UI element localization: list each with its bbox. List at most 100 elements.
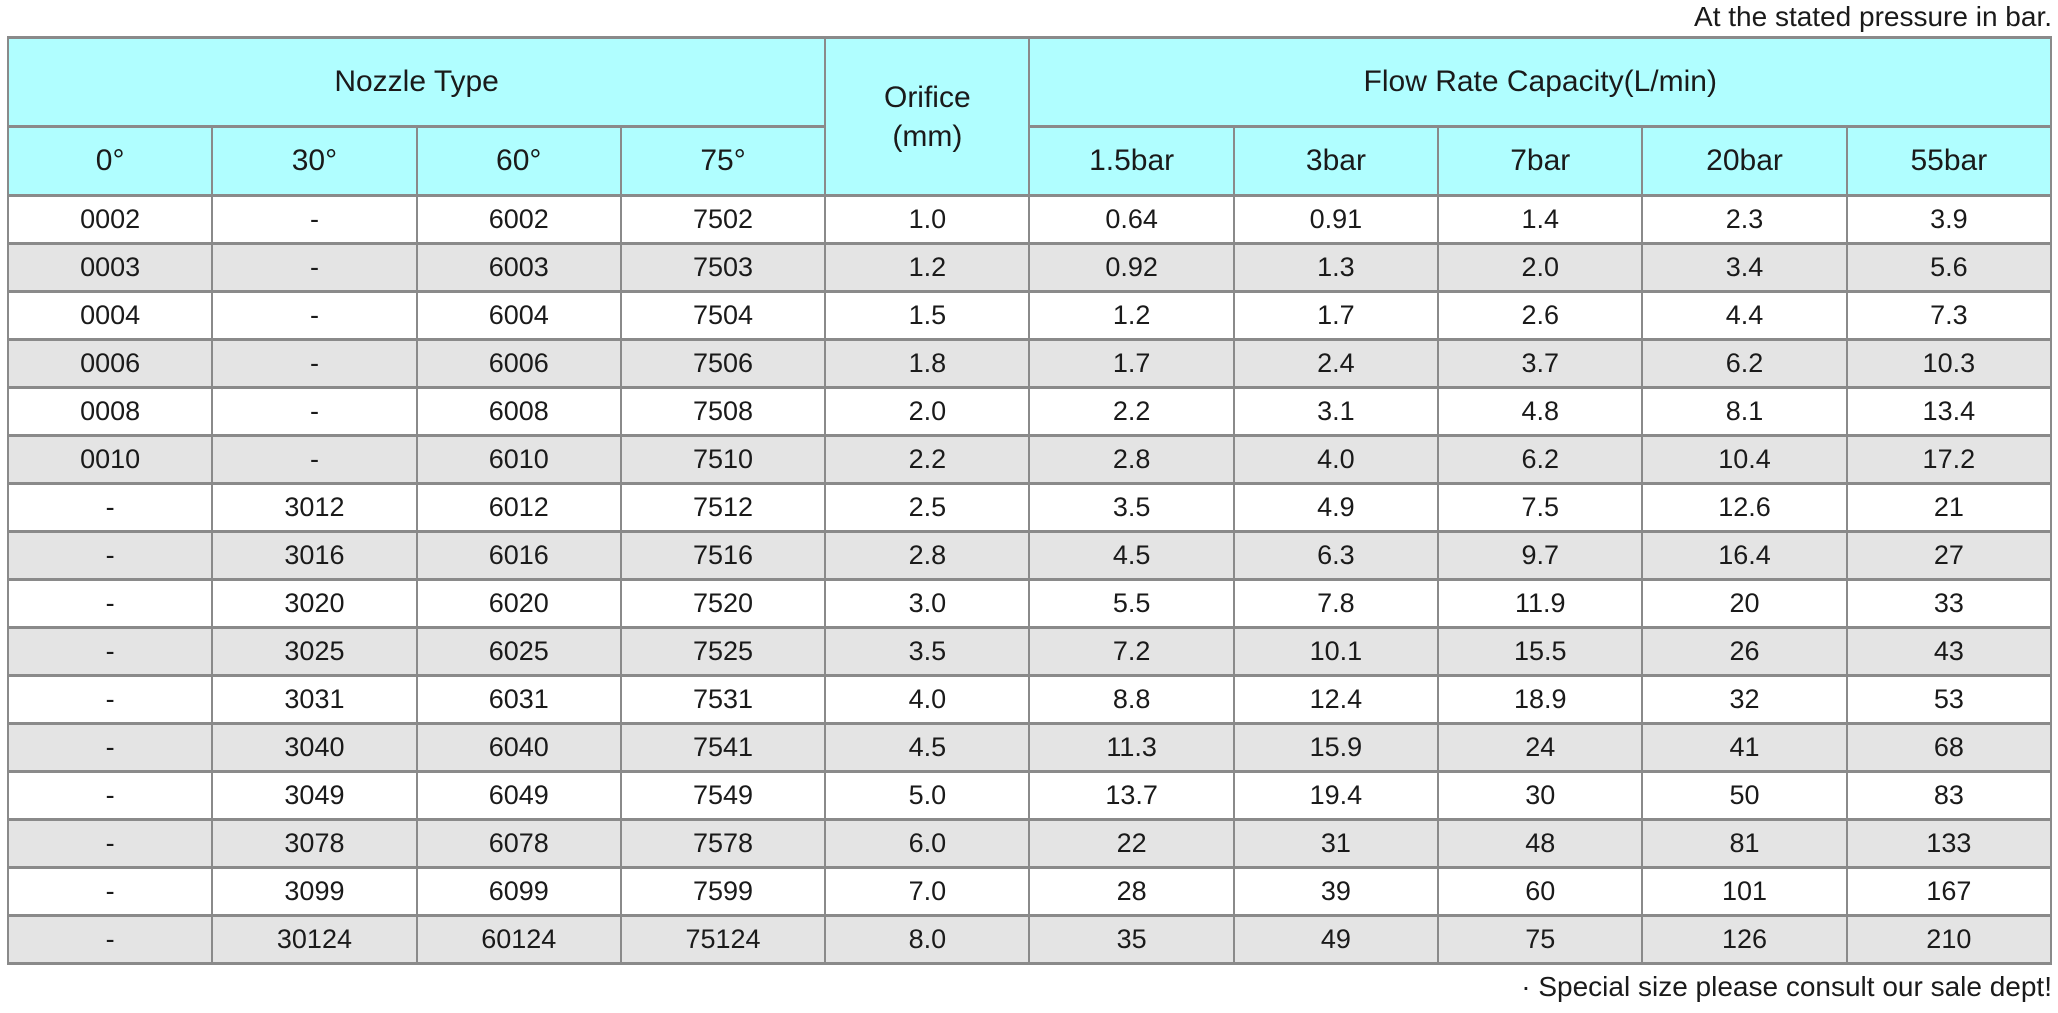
header-pressure-20bar: 20bar	[1641, 125, 1848, 197]
table-cell: 7504	[619, 290, 827, 341]
table-cell: 1.7	[1028, 338, 1235, 389]
table-body: 0002-6002 7502 1.0 0.64 0.91 1.4 2.3 3.9 0003-60…	[6, 194, 2053, 965]
table-row: -3025 6025 7525 3.5 7.2 10.1 15.5 26 43	[6, 626, 2053, 677]
table-row: 0008-6008 7508 2.0 2.2 3.1 4.8 8.1 13.4	[6, 386, 2053, 437]
table-cell: 3.1	[1232, 386, 1440, 437]
table-cell: -	[6, 578, 214, 629]
table-cell: 6003	[415, 242, 622, 293]
table-cell: 133	[1845, 818, 2053, 869]
table-cell: 2.3	[1641, 194, 1848, 245]
header-pressure-3bar: 3bar	[1232, 125, 1440, 197]
table-cell: 11.3	[1028, 722, 1235, 773]
table-cell: 10.3	[1845, 338, 2053, 389]
table-cell: 7508	[619, 386, 827, 437]
table-cell: 6.3	[1232, 530, 1440, 581]
table-cell: 1.7	[1232, 290, 1440, 341]
table-cell: 6016	[415, 530, 622, 581]
table-cell: 101	[1641, 866, 1848, 917]
table-cell: -	[211, 242, 418, 293]
table-cell: 6078	[415, 818, 622, 869]
table-cell: 43	[1845, 626, 2053, 677]
table-cell: 0006	[6, 338, 214, 389]
header-pressure-7bar: 7bar	[1437, 125, 1644, 197]
table-row: 0003-6003 7503 1.2 0.92 1.3 2.0 3.4 5.6	[6, 242, 2053, 293]
table-cell: 2.8	[1028, 434, 1235, 485]
header-orifice-mm: Orifice (mm)	[824, 36, 1031, 197]
table-row: -3040 6040 7541 4.5 11.3 15.9 24 41 68	[6, 722, 2053, 773]
header-angle-75deg: 75°	[619, 125, 827, 197]
table-cell: 68	[1845, 722, 2053, 773]
table-cell: 6020	[415, 578, 622, 629]
table-cell: 3099	[211, 866, 418, 917]
table-cell: 35	[1028, 914, 1235, 965]
table-cell: 3.0	[824, 578, 1031, 629]
table-cell: 1.2	[1028, 290, 1235, 341]
table-cell: 0003	[6, 242, 214, 293]
table-cell: 1.2	[824, 242, 1031, 293]
table-row: -3012 6012 7512 2.5 3.5 4.9 7.5 12.6 21	[6, 482, 2053, 533]
table-cell: 3.5	[824, 626, 1031, 677]
table-cell: 4.5	[824, 722, 1031, 773]
table-cell: 17.2	[1845, 434, 2053, 485]
table-cell: 3078	[211, 818, 418, 869]
table-cell: 6.2	[1437, 434, 1644, 485]
table-cell: 7549	[619, 770, 827, 821]
table-cell: 1.4	[1437, 194, 1644, 245]
table-cell: -	[6, 914, 214, 965]
table-cell: 3.5	[1028, 482, 1235, 533]
table-row: -3099 6099 7599 7.0 28 39 60 101 167	[6, 866, 2053, 917]
header-angle-0deg: 0°	[6, 125, 214, 197]
header-angle-30deg: 30°	[211, 125, 418, 197]
table-cell: -	[211, 386, 418, 437]
table-cell: 7578	[619, 818, 827, 869]
table-cell: -	[6, 530, 214, 581]
table-cell: 7506	[619, 338, 827, 389]
table-cell: 0008	[6, 386, 214, 437]
table-cell: -	[6, 866, 214, 917]
header-pressure-55bar: 55bar	[1845, 125, 2053, 197]
table-cell: 5.5	[1028, 578, 1235, 629]
table-cell: 20	[1641, 578, 1848, 629]
table-cell: 33	[1845, 578, 2053, 629]
table-cell: 39	[1232, 866, 1440, 917]
table-cell: 7.2	[1028, 626, 1235, 677]
table-cell: 3.4	[1641, 242, 1848, 293]
table-cell: 167	[1845, 866, 2053, 917]
table-cell: 7.5	[1437, 482, 1644, 533]
table-cell: 7510	[619, 434, 827, 485]
table-cell: -	[6, 674, 214, 725]
table-row: 0002-6002 7502 1.0 0.64 0.91 1.4 2.3 3.9	[6, 194, 2053, 245]
table-cell: 75	[1437, 914, 1644, 965]
table-cell: 41	[1641, 722, 1848, 773]
table-cell: 6006	[415, 338, 622, 389]
table-cell: 2.8	[824, 530, 1031, 581]
table-cell: 50	[1641, 770, 1848, 821]
table-cell: 28	[1028, 866, 1235, 917]
table-header: Nozzle Type Orifice (mm) Flow Rate Capac…	[6, 36, 2053, 197]
table-cell: 7.0	[824, 866, 1031, 917]
table-cell: 6.2	[1641, 338, 1848, 389]
table-cell: 27	[1845, 530, 2053, 581]
table-cell: 7.3	[1845, 290, 2053, 341]
table-cell: 1.8	[824, 338, 1031, 389]
table-cell: 6008	[415, 386, 622, 437]
table-cell: 22	[1028, 818, 1235, 869]
table-cell: 32	[1641, 674, 1848, 725]
table-cell: 21	[1845, 482, 2053, 533]
table-cell: 210	[1845, 914, 2053, 965]
table-cell: 7503	[619, 242, 827, 293]
header-flow-rate-capacity: Flow Rate Capacity(L/min)	[1028, 36, 2052, 128]
table-cell: 3040	[211, 722, 418, 773]
table-cell: -	[6, 626, 214, 677]
table-cell: 0004	[6, 290, 214, 341]
header-pressure-1-5bar: 1.5bar	[1028, 125, 1235, 197]
table-cell: 2.6	[1437, 290, 1644, 341]
table-cell: 15.5	[1437, 626, 1644, 677]
table-cell: 9.7	[1437, 530, 1644, 581]
table-cell: 4.8	[1437, 386, 1644, 437]
table-cell: 8.1	[1641, 386, 1848, 437]
table-cell: 13.4	[1845, 386, 2053, 437]
table-cell: 7516	[619, 530, 827, 581]
table-cell: 6010	[415, 434, 622, 485]
table-row: 0004-6004 7504 1.5 1.2 1.7 2.6 4.4 7.3	[6, 290, 2053, 341]
